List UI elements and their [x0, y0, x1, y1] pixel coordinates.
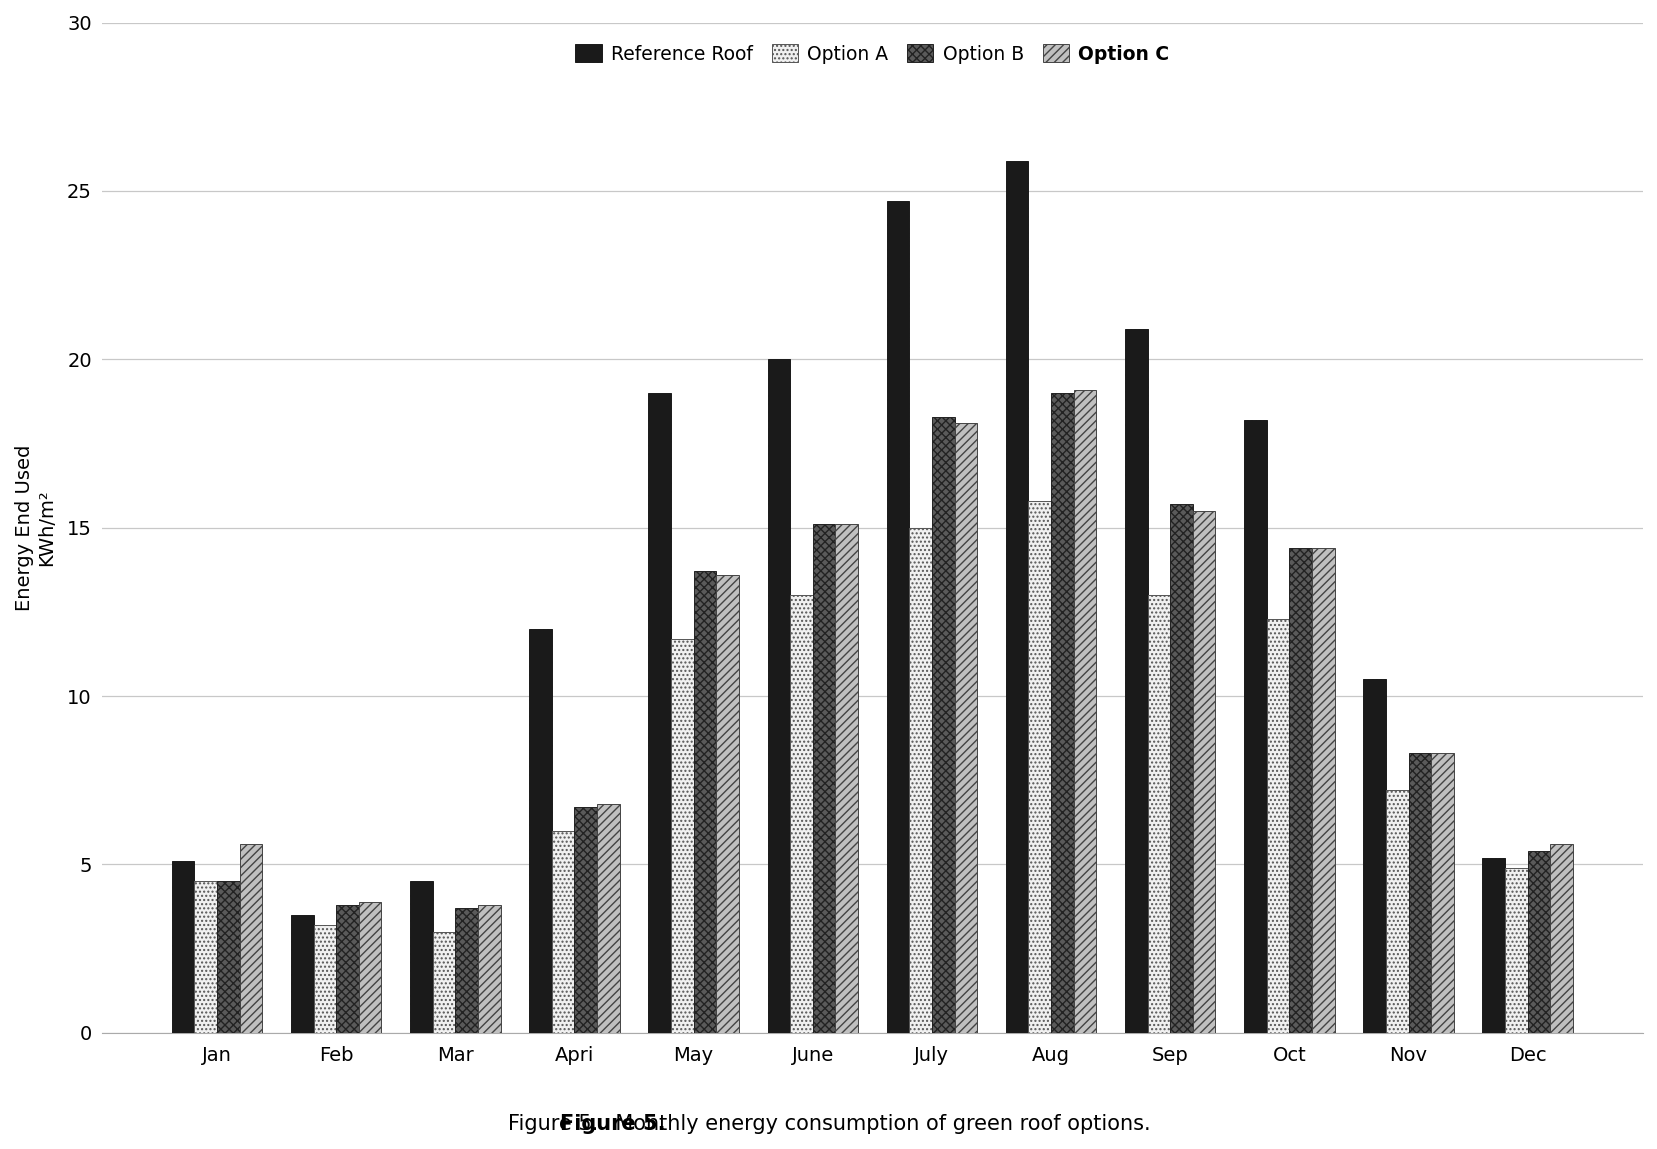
Bar [1385, 791, 1408, 1033]
Bar [290, 915, 313, 1033]
Text: Figure 5.: Figure 5. [560, 1113, 666, 1134]
Bar [313, 925, 336, 1033]
Bar [217, 881, 240, 1033]
Bar [1147, 595, 1170, 1033]
Bar [194, 881, 217, 1033]
Bar [432, 932, 456, 1033]
Bar [1051, 393, 1074, 1033]
Y-axis label: Energy End Used
KWh/m²: Energy End Used KWh/m² [15, 445, 56, 611]
Bar [240, 845, 262, 1033]
Bar [648, 393, 671, 1033]
Bar [1006, 161, 1027, 1033]
Bar [1362, 679, 1385, 1033]
Bar [671, 639, 693, 1033]
Bar [1191, 511, 1215, 1033]
Bar [931, 417, 954, 1033]
Bar [1311, 548, 1334, 1033]
Bar [1289, 548, 1311, 1033]
Bar [1430, 754, 1453, 1033]
Bar [1027, 501, 1051, 1033]
Bar [358, 902, 381, 1033]
Bar [1266, 618, 1289, 1033]
Bar [1481, 858, 1505, 1033]
Bar [886, 201, 908, 1033]
Bar [812, 524, 835, 1033]
Bar [908, 527, 931, 1033]
Bar [767, 360, 790, 1033]
Bar [1408, 754, 1430, 1033]
Bar [456, 908, 477, 1033]
Bar [954, 423, 976, 1033]
Bar [597, 804, 620, 1033]
Bar [716, 574, 739, 1033]
Bar [529, 629, 552, 1033]
Bar [1123, 329, 1147, 1033]
Bar [1505, 867, 1526, 1033]
Bar [552, 831, 573, 1033]
Legend: Reference Roof, Option A, Option B, Option C: Reference Roof, Option A, Option B, Opti… [567, 37, 1176, 71]
Bar [1243, 419, 1266, 1033]
Bar [573, 808, 597, 1033]
Bar [835, 524, 858, 1033]
Bar [1074, 390, 1095, 1033]
Bar [172, 861, 194, 1033]
Bar [1170, 504, 1191, 1033]
Bar [790, 595, 812, 1033]
Bar [336, 905, 358, 1033]
Bar [409, 881, 432, 1033]
Bar [1526, 851, 1549, 1033]
Bar [693, 571, 716, 1033]
Bar [477, 905, 500, 1033]
Bar [1549, 845, 1572, 1033]
Text: Figure 5.  Monthly energy consumption of green roof options.: Figure 5. Monthly energy consumption of … [507, 1113, 1150, 1134]
